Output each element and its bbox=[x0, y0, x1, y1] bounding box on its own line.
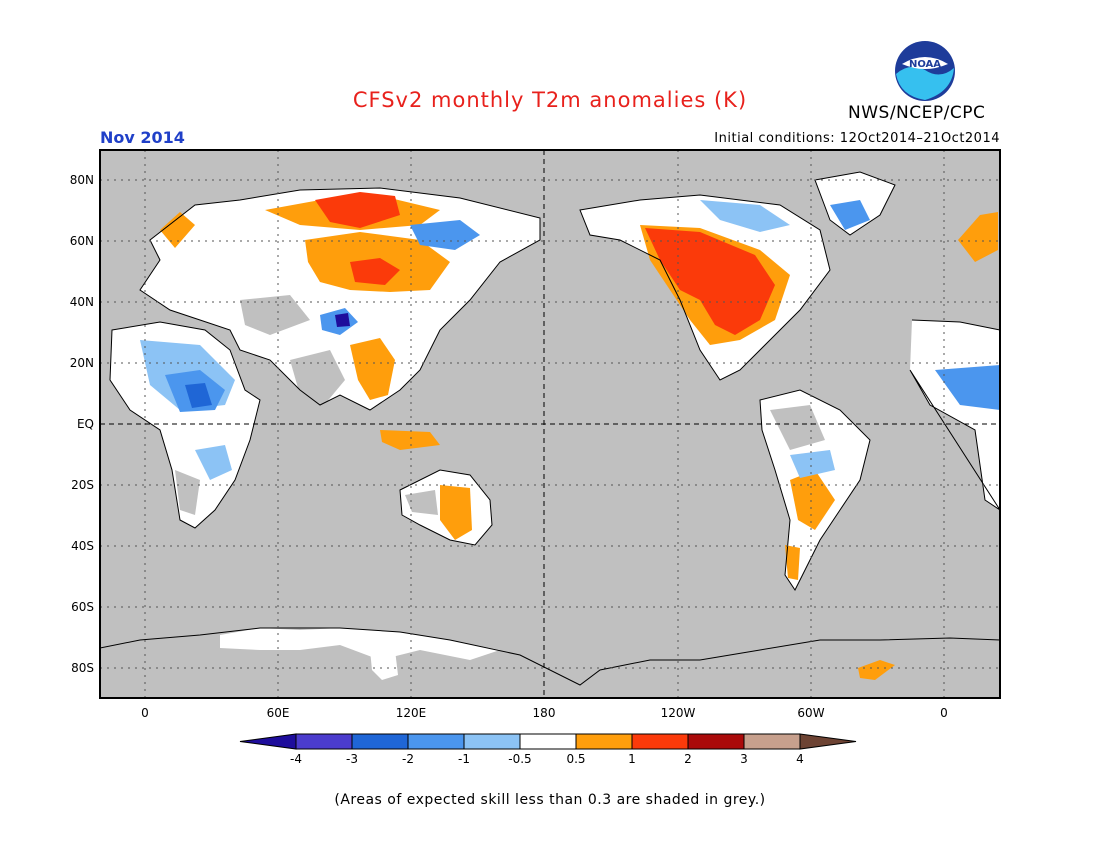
coastline-australia bbox=[399, 469, 493, 546]
no-skill-patch-india bbox=[290, 350, 345, 410]
legend-label: -4 bbox=[290, 752, 302, 766]
coastline-greenland bbox=[814, 171, 896, 236]
lon-axis: 0 60E 120E 180 120W 60W 0 bbox=[141, 706, 948, 720]
lon-label: 0 bbox=[141, 706, 149, 720]
lat-label: 40S bbox=[71, 539, 94, 553]
anomaly-hot-mongolia bbox=[350, 258, 400, 285]
coastline-north-america bbox=[579, 194, 831, 381]
lon-label: 60E bbox=[267, 706, 290, 720]
lat-label: 40N bbox=[70, 295, 94, 309]
color-legend: -4 -3 -2 -1 -0.5 0.5 1 2 3 4 bbox=[239, 733, 857, 766]
legend-label: -3 bbox=[346, 752, 358, 766]
anomaly-hot-north-america bbox=[645, 228, 775, 335]
legend-label: -1 bbox=[458, 752, 470, 766]
legend-label: 2 bbox=[684, 752, 692, 766]
lat-label: 80S bbox=[71, 661, 94, 675]
legend-swatch bbox=[295, 733, 353, 750]
legend-swatch bbox=[407, 733, 465, 750]
legend-label: 3 bbox=[740, 752, 748, 766]
anomaly-warm-scandinavia bbox=[160, 212, 195, 248]
agency-label: NWS/NCEP/CPC bbox=[848, 103, 986, 123]
svg-text:NOAA: NOAA bbox=[909, 59, 941, 70]
lon-label: 180 bbox=[533, 706, 556, 720]
anomaly-cold-greenland bbox=[830, 200, 870, 230]
anomaly-cold-south-america bbox=[790, 450, 835, 478]
anomaly-warm-australia bbox=[440, 485, 472, 540]
forecast-month: Nov 2014 bbox=[100, 128, 185, 147]
coastline-africa-east bbox=[909, 319, 1000, 511]
legend-swatch bbox=[575, 733, 633, 750]
map-title: CFSv2 monthly T2m anomalies (K) bbox=[352, 88, 748, 112]
legend-label: 1 bbox=[628, 752, 636, 766]
map-frame bbox=[99, 149, 1001, 699]
no-skill-patch-australia bbox=[405, 490, 438, 515]
legend-arrow-low bbox=[239, 733, 297, 750]
legend-swatch bbox=[463, 733, 521, 750]
no-skill-patch-central-asia bbox=[240, 295, 310, 335]
legend-swatch bbox=[743, 733, 801, 750]
lon-label: 0 bbox=[940, 706, 948, 720]
gridlines bbox=[100, 150, 1000, 698]
lat-axis: 80N 60N 40N 20N EQ 20S 40S 60S 80S bbox=[70, 173, 94, 675]
coastline-antarctica bbox=[100, 627, 1000, 686]
legend-swatch bbox=[351, 733, 409, 750]
anomaly-warm-maritime bbox=[380, 430, 440, 450]
legend-arrow-high bbox=[799, 733, 857, 750]
anomaly-warm-patagonia bbox=[785, 545, 800, 580]
anomaly-cold-east-siberia bbox=[410, 220, 480, 250]
legend-label: -0.5 bbox=[508, 752, 531, 766]
anomaly-warm-antarctica bbox=[858, 660, 895, 680]
coastline-eurasia bbox=[139, 187, 541, 411]
land-antarctica bbox=[220, 628, 500, 660]
initial-conditions: Initial conditions: 12Oct2014–21Oct2014 bbox=[714, 131, 1000, 146]
anomaly-hot-arctic-russia bbox=[315, 192, 400, 228]
anomaly-cold-sahel-strong bbox=[185, 383, 212, 408]
legend-label: -2 bbox=[402, 752, 414, 766]
lat-label: EQ bbox=[77, 417, 94, 431]
anomaly-cold-tibet-strong bbox=[335, 313, 350, 327]
skill-footnote: (Areas of expected skill less than 0.3 a… bbox=[334, 792, 766, 808]
coastline-africa bbox=[109, 321, 261, 529]
lat-label: 80N bbox=[70, 173, 94, 187]
anomaly-warm-scandinavia-east bbox=[958, 212, 998, 262]
anomaly-cold-canada-arctic bbox=[700, 200, 790, 232]
legend-label: 0.5 bbox=[566, 752, 585, 766]
legend-swatch bbox=[687, 733, 745, 750]
coastline-south-america bbox=[759, 389, 871, 591]
anomaly-field bbox=[100, 150, 1000, 698]
lat-label: 60N bbox=[70, 234, 94, 248]
anomaly-cold-south-africa bbox=[195, 445, 232, 480]
lat-label: 20S bbox=[71, 478, 94, 492]
lon-label: 60W bbox=[797, 706, 824, 720]
legend-swatch bbox=[631, 733, 689, 750]
anomaly-cold-sahel-east bbox=[935, 365, 1000, 410]
noaa-logo: NOAA bbox=[894, 40, 956, 102]
land-antarctica-lobe bbox=[370, 650, 398, 680]
no-skill-patch-africa-south bbox=[175, 470, 200, 515]
lat-label: 60S bbox=[71, 600, 94, 614]
anomaly-warm-se-asia bbox=[350, 338, 395, 400]
legend-label: 4 bbox=[796, 752, 804, 766]
coastlines bbox=[100, 171, 1000, 686]
reference-lines bbox=[100, 150, 1000, 698]
lat-label: 20N bbox=[70, 356, 94, 370]
lon-label: 120E bbox=[396, 706, 427, 720]
legend-swatch bbox=[519, 733, 577, 750]
lon-label: 120W bbox=[661, 706, 696, 720]
